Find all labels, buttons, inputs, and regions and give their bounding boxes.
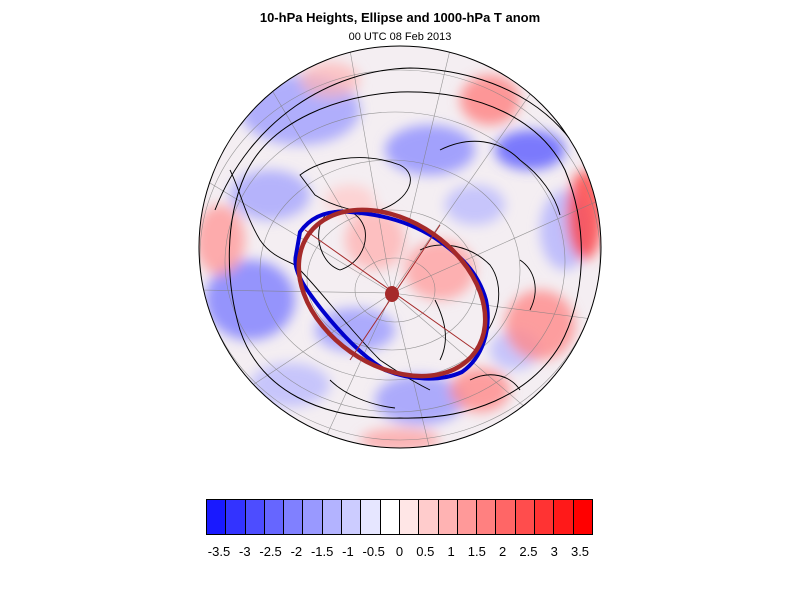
colorbar-tick-label: -3.5 (207, 544, 231, 559)
colorbar-box (515, 500, 536, 534)
colorbar-tick-label: 3 (550, 544, 558, 559)
colorbar-tick-label: 0 (395, 544, 404, 559)
colorbar-tick-label: -1.5 (310, 544, 334, 559)
colorbar (206, 499, 593, 535)
ellipse-center-marker (385, 286, 399, 302)
colorbar-box (457, 500, 478, 534)
map-subtitle: 00 UTC 08 Feb 2013 (348, 31, 452, 43)
map-title: 10-hPa Heights, Ellipse and 1000-hPa T a… (259, 10, 541, 25)
colorbar-tick-label: 3.5 (570, 544, 590, 559)
colorbar-box (284, 500, 304, 534)
height-contours (214, 67, 596, 419)
colorbar-tick-label: 0.5 (416, 544, 435, 559)
colorbar-box (535, 500, 555, 534)
graticule (199, 49, 601, 448)
colorbar-box (226, 500, 246, 534)
colorbar-box (245, 500, 265, 534)
globe (199, 46, 601, 448)
colorbar-tick-label: -2.5 (259, 544, 282, 559)
colorbar-tick-label: -2 (290, 544, 303, 559)
colorbar-tick-label: 1.5 (467, 544, 486, 559)
polar-map (198, 45, 602, 449)
vortex-ellipse (296, 207, 488, 379)
colorbar-tick-label: 2.5 (519, 544, 538, 559)
colorbar-box (554, 500, 574, 534)
colorbar-box (322, 500, 343, 534)
colorbar-box (496, 500, 516, 534)
colorbar-box (303, 500, 323, 534)
vortex-edge-contour (293, 209, 490, 381)
coastlines (229, 140, 561, 409)
globe-outline (198, 45, 602, 449)
colorbar-box (573, 500, 592, 534)
colorbar-box (477, 500, 497, 534)
ellipse-outline (296, 207, 488, 379)
colorbar-tick-label: -0.5 (362, 544, 385, 559)
colorbar-tick-label: 1 (447, 544, 455, 559)
colorbar-box (264, 500, 285, 534)
colorbar-box (419, 500, 439, 534)
colorbar-tick-label: -3 (239, 544, 251, 559)
colorbar-box (380, 500, 400, 534)
colorbar-tick-label: -1 (342, 544, 354, 559)
colorbar-box (438, 500, 458, 534)
colorbar-box (399, 500, 420, 534)
colorbar-tick-label: 2 (499, 544, 507, 559)
colorbar-box (207, 500, 227, 534)
colorbar-box (361, 500, 381, 534)
colorbar-box (342, 500, 362, 534)
